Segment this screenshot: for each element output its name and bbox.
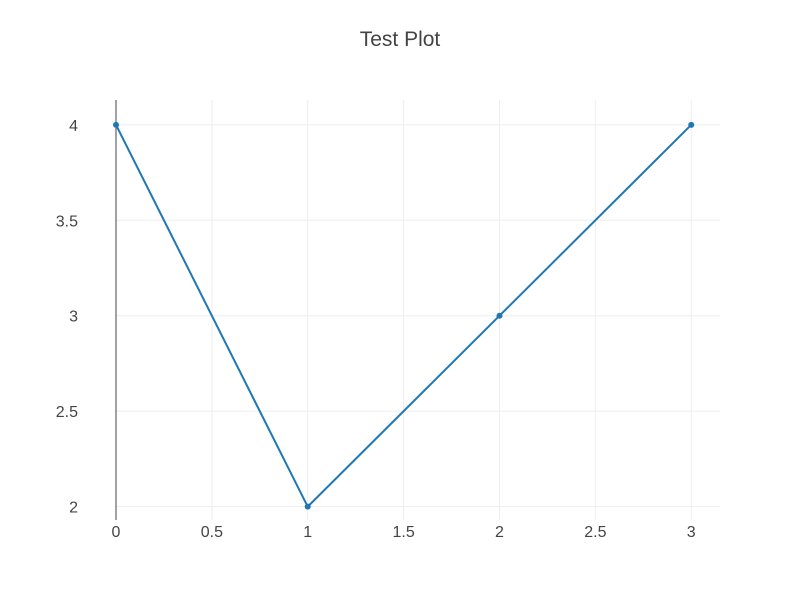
y-tick-label: 3.5: [56, 213, 78, 230]
x-tick-label: 2: [495, 524, 504, 541]
x-tick-label: 2.5: [584, 524, 606, 541]
series-line: [115, 124, 692, 508]
x-tick-label: 1.5: [392, 524, 414, 541]
data-point: [304, 503, 311, 510]
data-point: [496, 312, 503, 319]
x-tick-label: 0: [112, 524, 121, 541]
y-tick-label: 4: [69, 118, 78, 135]
y-tick-label: 2.5: [56, 404, 78, 421]
y-tick-label: 3: [69, 309, 78, 326]
data-point: [688, 121, 695, 128]
x-tick-label: 1: [303, 524, 312, 541]
chart-title: Test Plot: [359, 28, 441, 51]
y-tick-label: 2: [69, 500, 78, 517]
x-tick-label: 3: [687, 524, 696, 541]
data-point: [113, 121, 119, 128]
x-tick-label: 0.5: [201, 524, 223, 541]
